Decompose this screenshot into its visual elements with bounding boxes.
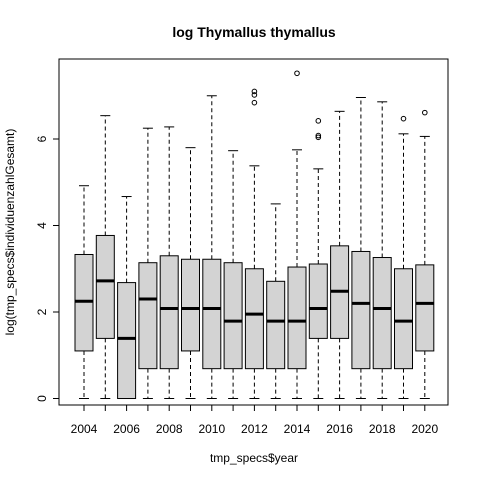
outlier-point bbox=[315, 134, 322, 141]
box-2014 bbox=[287, 70, 307, 400]
x-axis: 2004 2006 2008 2010 2012 2014 2016 2018 2020 bbox=[71, 404, 438, 436]
x-tick-label: 2014 bbox=[284, 422, 311, 436]
box-2017 bbox=[351, 96, 371, 400]
boxes-layer bbox=[74, 70, 435, 400]
y-axis-label: log(tmp_specs$individuenzahlGesamt) bbox=[3, 129, 17, 336]
iqr-box bbox=[244, 268, 264, 370]
iqr-box bbox=[202, 258, 222, 370]
x-tick-label: 2020 bbox=[411, 422, 438, 436]
chart-title: log Thymallus thymallus bbox=[172, 24, 336, 40]
x-tick-label: 2008 bbox=[156, 422, 183, 436]
iqr-box bbox=[308, 263, 328, 339]
box-2010 bbox=[202, 95, 222, 400]
outlier-point bbox=[315, 118, 322, 124]
outlier-point bbox=[422, 109, 428, 116]
x-tick-label: 2010 bbox=[198, 422, 225, 436]
y-tick-label: 4 bbox=[35, 222, 49, 229]
y-tick-label: 6 bbox=[35, 135, 49, 142]
iqr-box bbox=[138, 262, 158, 370]
box-2020 bbox=[415, 109, 435, 400]
outlier-point bbox=[315, 132, 322, 139]
x-axis-label: tmp_specs$year bbox=[210, 451, 298, 465]
iqr-box bbox=[351, 250, 371, 370]
box-2011 bbox=[223, 150, 243, 400]
iqr-box bbox=[74, 253, 94, 352]
box-2006 bbox=[117, 196, 137, 400]
box-2019 bbox=[394, 115, 413, 400]
outlier-point bbox=[251, 88, 258, 95]
iqr-box bbox=[117, 282, 137, 400]
iqr-box bbox=[223, 262, 243, 370]
box-2007 bbox=[138, 127, 158, 400]
iqr-box bbox=[266, 280, 286, 370]
box-2008 bbox=[159, 126, 179, 400]
x-tick-label: 2004 bbox=[71, 422, 98, 436]
box-2004 bbox=[74, 185, 94, 400]
x-tick-label: 2016 bbox=[326, 422, 353, 436]
box-2018 bbox=[372, 101, 392, 400]
outlier-point bbox=[251, 92, 258, 98]
iqr-box bbox=[415, 264, 435, 352]
box-2015 bbox=[308, 118, 328, 400]
iqr-box bbox=[95, 234, 115, 339]
box-2012 bbox=[244, 88, 264, 400]
iqr-box bbox=[159, 255, 179, 370]
box-2009 bbox=[181, 147, 200, 400]
iqr-box bbox=[372, 257, 392, 370]
outlier-point bbox=[294, 70, 300, 77]
y-tick-label: 2 bbox=[35, 308, 49, 315]
box-2005 bbox=[95, 115, 115, 400]
x-tick-label: 2006 bbox=[113, 422, 140, 436]
outlier-point bbox=[400, 115, 407, 122]
iqr-box bbox=[287, 266, 307, 370]
iqr-box bbox=[181, 258, 200, 352]
y-tick-label: 0 bbox=[35, 395, 49, 402]
outlier-point bbox=[251, 99, 258, 106]
iqr-box bbox=[394, 268, 413, 370]
x-tick-label: 2012 bbox=[241, 422, 268, 436]
x-tick-label: 2018 bbox=[369, 422, 396, 436]
y-axis: 0 2 4 6 bbox=[35, 135, 60, 402]
box-2016 bbox=[330, 110, 350, 400]
box-2013 bbox=[266, 203, 286, 400]
